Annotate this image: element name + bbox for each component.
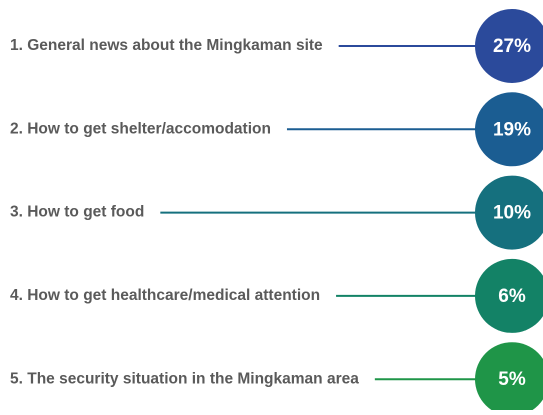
item-label: 1. General news about the Mingkaman site (10, 37, 323, 54)
percent-value: 27% (493, 36, 531, 57)
percent-badge (475, 342, 543, 415)
percent-value: 10% (493, 203, 531, 224)
item-label: 3. How to get food (10, 204, 144, 221)
item-label: 2. How to get shelter/accomodation (10, 120, 271, 137)
percent-value: 5% (498, 369, 526, 390)
percent-badge (475, 92, 543, 167)
percent-value: 19% (493, 119, 531, 140)
item-label: 4. How to get healthcare/medical attenti… (10, 287, 320, 304)
percent-value: 6% (498, 286, 526, 307)
item-label: 5. The security situation in the Mingkam… (10, 370, 359, 387)
percent-badge (475, 9, 543, 83)
percent-badge (475, 258, 543, 333)
percent-badge (475, 175, 543, 250)
